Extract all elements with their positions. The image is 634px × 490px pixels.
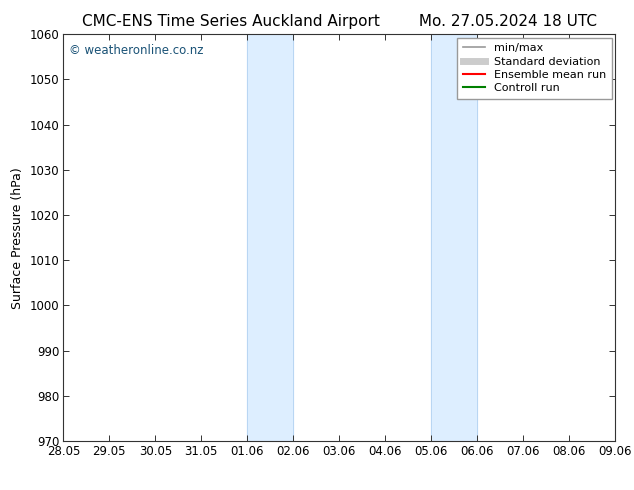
Text: © weatheronline.co.nz: © weatheronline.co.nz: [69, 45, 204, 57]
Y-axis label: Surface Pressure (hPa): Surface Pressure (hPa): [11, 167, 24, 309]
Title: CMC-ENS Time Series Auckland Airport        Mo. 27.05.2024 18 UTC: CMC-ENS Time Series Auckland Airport Mo.…: [82, 14, 597, 29]
Legend: min/max, Standard deviation, Ensemble mean run, Controll run: min/max, Standard deviation, Ensemble me…: [457, 38, 612, 99]
Bar: [247, 34, 293, 441]
Bar: [431, 34, 477, 441]
